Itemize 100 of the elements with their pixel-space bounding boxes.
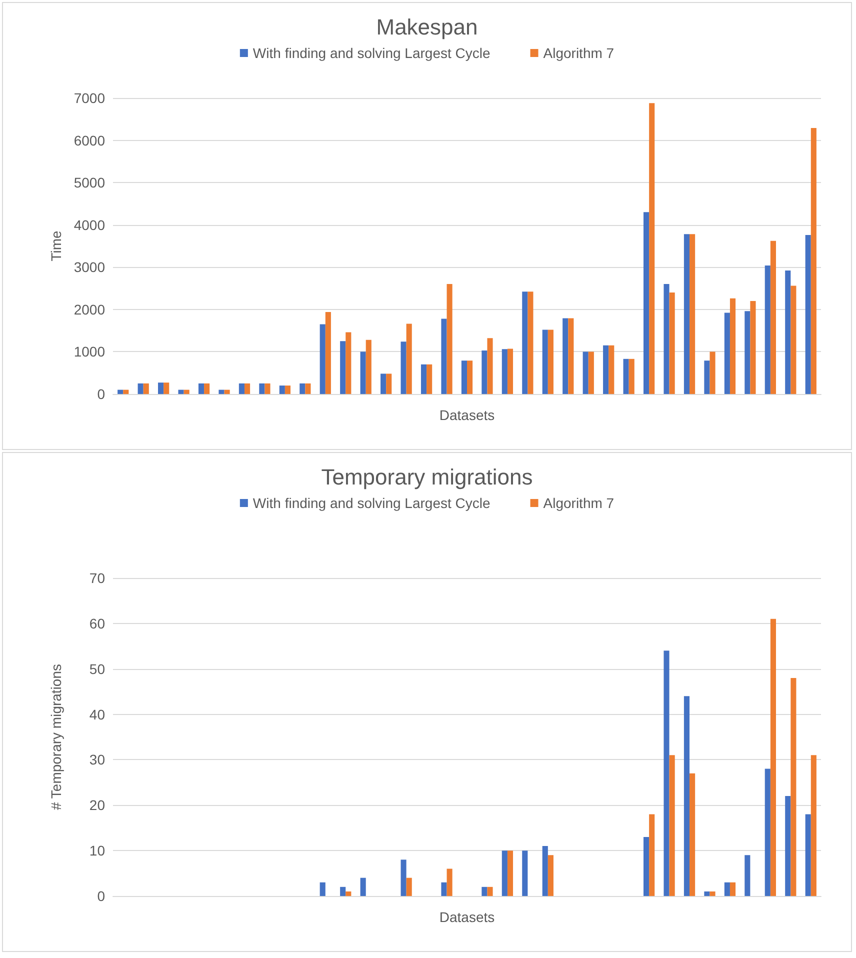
bar <box>810 755 816 896</box>
chart-title: Temporary migrations <box>321 464 533 490</box>
bar <box>264 383 270 394</box>
bar <box>502 850 508 896</box>
bar <box>522 850 528 896</box>
y-tick-label: 70 <box>89 570 106 586</box>
y-tick-label: 4000 <box>74 216 106 233</box>
bar <box>224 390 230 394</box>
bar <box>279 386 285 394</box>
bar <box>380 374 386 394</box>
bar <box>507 850 514 896</box>
bar <box>528 292 534 394</box>
bar <box>441 318 447 394</box>
bar <box>522 292 528 394</box>
y-tick-label: 60 <box>89 615 106 632</box>
bar <box>770 618 776 896</box>
bar <box>730 882 736 896</box>
y-tick-label: 3000 <box>74 259 106 276</box>
y-axis-title: # Temporary migrations <box>48 664 64 810</box>
bar <box>785 796 791 896</box>
bar <box>138 383 144 394</box>
bar <box>487 338 493 394</box>
bar <box>669 755 675 896</box>
bar <box>790 678 796 896</box>
bar <box>461 360 467 394</box>
legend-label: With finding and solving Largest Cycle <box>252 495 490 511</box>
bar <box>406 324 412 394</box>
y-tick-label: 0 <box>97 386 106 402</box>
y-tick-label: 40 <box>89 706 106 722</box>
bar <box>690 234 696 394</box>
bar <box>805 235 811 394</box>
bar <box>118 390 124 394</box>
y-tick-label: 0 <box>97 888 106 904</box>
bar <box>420 364 427 394</box>
bar <box>300 383 306 394</box>
bar <box>143 383 149 394</box>
bar <box>710 891 716 896</box>
bar <box>340 341 346 394</box>
bar <box>785 270 791 394</box>
y-tick-label: 30 <box>89 752 106 768</box>
bar <box>750 300 756 394</box>
bar <box>562 318 568 394</box>
y-tick-label: 5000 <box>74 174 106 191</box>
bar <box>568 318 574 394</box>
bar <box>325 312 331 394</box>
bar <box>548 855 554 896</box>
bar <box>346 332 352 394</box>
bar <box>704 891 710 896</box>
bar <box>467 360 473 394</box>
bar <box>669 292 675 394</box>
bar <box>441 882 447 896</box>
y-axis-title: Time <box>48 230 64 262</box>
bar <box>482 350 488 394</box>
bar <box>744 311 750 394</box>
bar <box>628 358 634 394</box>
bar <box>400 860 406 896</box>
bar <box>158 382 164 394</box>
bar <box>340 886 346 896</box>
bar <box>446 868 452 896</box>
bar <box>710 352 716 394</box>
legend-label: Algorithm 7 <box>543 45 614 61</box>
bar <box>204 383 210 394</box>
chart-title: Makespan <box>376 14 478 40</box>
bar <box>744 855 750 896</box>
bar <box>623 358 629 394</box>
bar <box>548 330 554 394</box>
bar <box>386 374 392 394</box>
bar <box>649 103 655 394</box>
bar <box>770 240 776 394</box>
y-tick-label: 6000 <box>74 132 106 148</box>
y-tick-label: 10 <box>89 842 106 859</box>
bar <box>320 324 326 394</box>
bar <box>588 352 594 394</box>
bar <box>487 886 493 896</box>
bar <box>724 312 730 394</box>
bar <box>305 383 311 394</box>
bar <box>178 390 184 394</box>
y-tick-label: 1000 <box>74 344 106 360</box>
bar <box>790 286 796 394</box>
y-tick-label: 20 <box>89 797 106 814</box>
bar <box>582 352 588 394</box>
bar <box>123 390 129 394</box>
bar <box>360 352 366 394</box>
bar <box>643 212 650 394</box>
bar <box>764 768 770 896</box>
bar <box>446 284 452 394</box>
bar <box>690 773 696 896</box>
bar <box>764 265 770 394</box>
bar <box>608 345 614 394</box>
bar <box>542 330 548 394</box>
bar <box>346 891 352 896</box>
bar <box>360 878 366 896</box>
bar <box>684 696 690 896</box>
y-tick-label: 50 <box>89 660 106 677</box>
bar <box>805 814 811 896</box>
bar <box>284 386 291 394</box>
bar <box>400 342 406 394</box>
bar <box>603 345 609 394</box>
bar <box>507 348 514 394</box>
bar <box>643 836 650 896</box>
